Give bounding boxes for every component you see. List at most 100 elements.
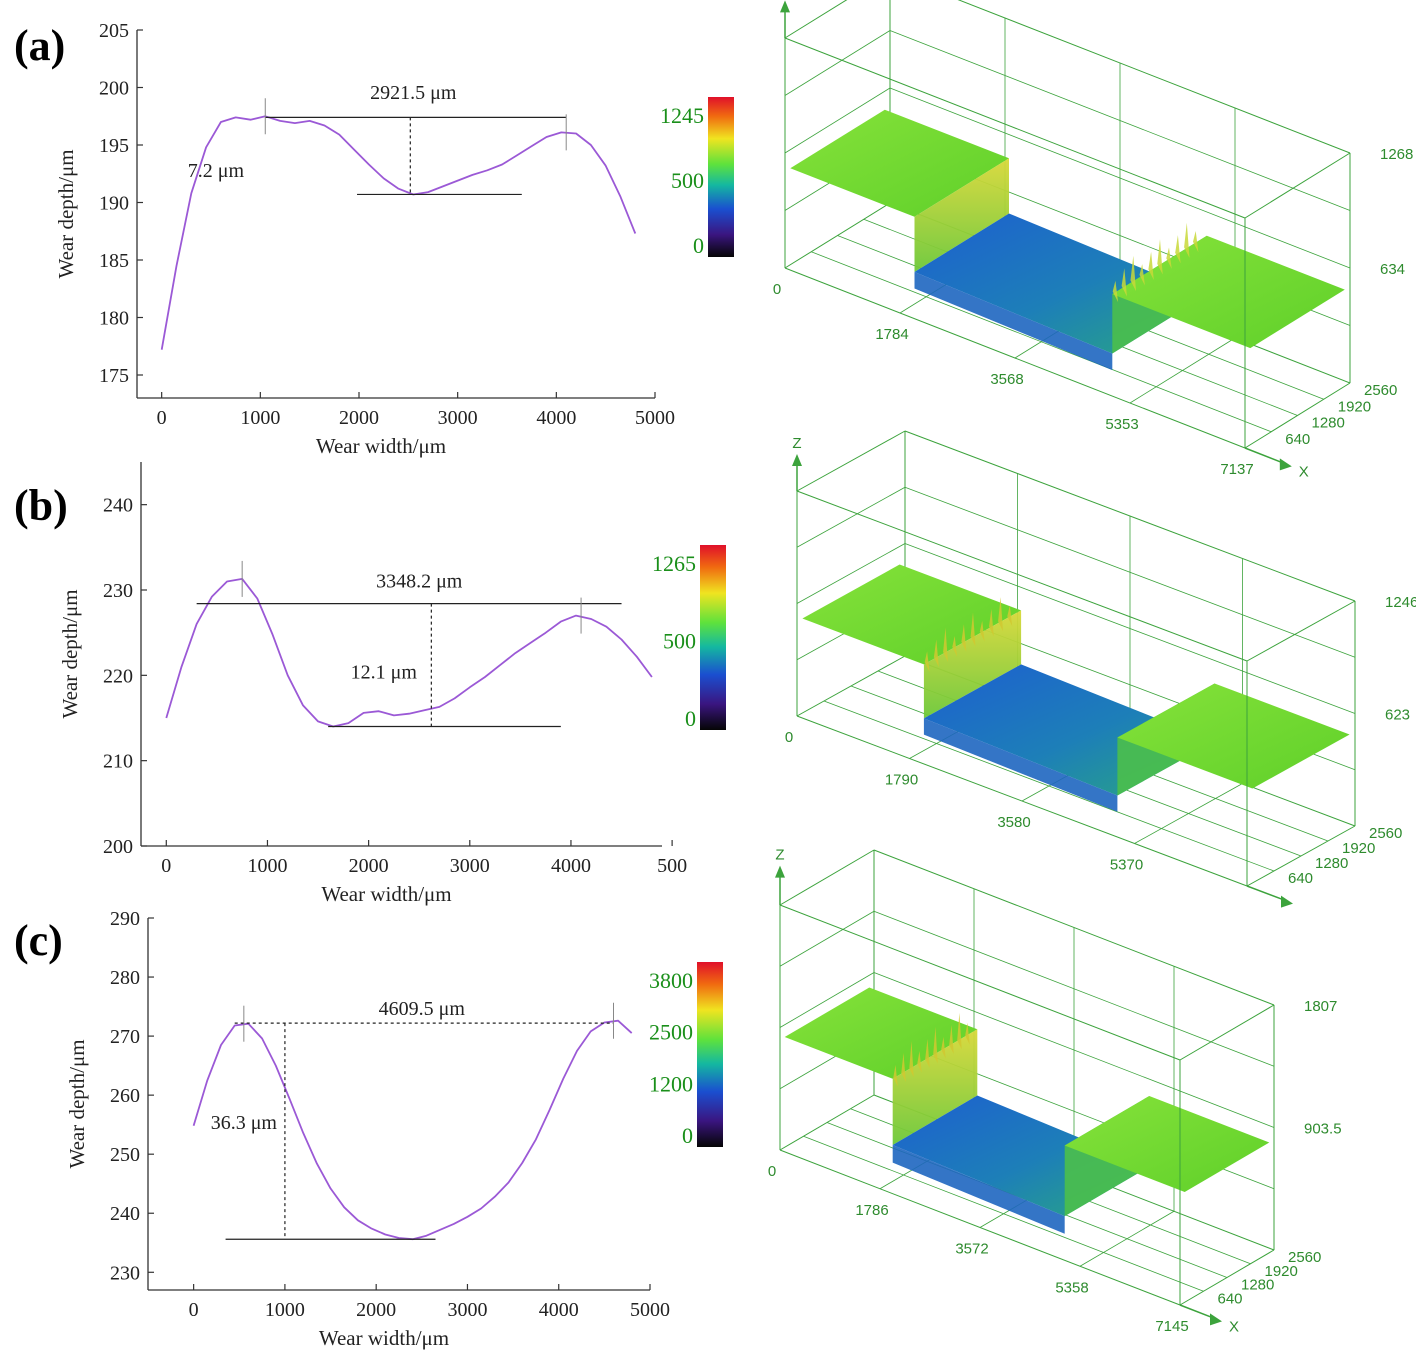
wear-width-annotation: 3348.2 μm [376, 570, 463, 592]
x-axis-label: X [1299, 463, 1309, 480]
surface-left-plateau [802, 564, 1022, 665]
x-tick-label: 2000 [356, 1299, 396, 1321]
left-wall-grid-line [796, 543, 906, 604]
colorbar-tick-label: 1245 [660, 103, 704, 128]
colorbar-tick-label: 0 [682, 1123, 693, 1148]
x-tick-label: 2000 [349, 855, 389, 877]
x-tick-label: 4000 [539, 1299, 579, 1321]
z3d-tick-label: 1268 [1380, 146, 1413, 163]
surface-left-wall [923, 610, 1022, 719]
y-tick-label: 210 [103, 751, 133, 773]
box-edge-front-top [784, 37, 1246, 219]
surface-ridge-spike [933, 639, 939, 667]
x-axis-arrow-line [1246, 885, 1284, 901]
panel-label-c: (c) [14, 916, 63, 965]
y3d-tick-label: 1280 [1312, 415, 1345, 432]
box-edge-front-top [796, 490, 1248, 662]
colorbar-tick-label: 3800 [649, 968, 693, 993]
y-tick-label: 230 [110, 1262, 140, 1284]
y-tick-label: 270 [110, 1026, 140, 1048]
wear-depth-annotation: 7.2 μm [188, 160, 245, 182]
surface-ridge-spike [925, 1038, 930, 1068]
floor-grid-line-y [811, 251, 1272, 433]
x-tick-label: 4000 [551, 855, 591, 877]
x3d-tick-label: 3568 [990, 371, 1023, 388]
y-tick-label: 185 [99, 250, 129, 272]
surface-trough-front-edge [914, 272, 1113, 371]
surface-trough-front-edge [923, 718, 1118, 812]
left-wall-grid-line [779, 972, 875, 1028]
y-tick-label: 220 [103, 665, 133, 687]
left-wall-grid-line [784, 30, 891, 96]
surface-3d-c: ZX01786357253587145640128019202560903.51… [649, 847, 1342, 1336]
surface-trough-front-edge [892, 1145, 1065, 1234]
panel-label-a: (a) [14, 21, 65, 70]
back-wall-grid-line-h [904, 486, 1356, 658]
wear-width-annotation: 2921.5 μm [370, 82, 457, 104]
surface-ridge-spike [952, 636, 958, 657]
x-tick-label: 3000 [438, 407, 478, 429]
x3d-tick-label: 5370 [1110, 857, 1143, 874]
x3d-tick-label: 0 [768, 1163, 776, 1180]
y-tick-label: 175 [99, 365, 129, 387]
x-tick-label: 5000 [630, 1299, 670, 1321]
colorbar [708, 97, 734, 257]
z3d-tick-label: 1246 [1385, 594, 1416, 611]
surface-ridge-spike [1007, 605, 1013, 627]
y3d-tick-label: 640 [1218, 1290, 1243, 1307]
y3d-tick-label: 640 [1285, 431, 1310, 448]
y-tick-label: 195 [99, 135, 129, 157]
box-edge-left-top [784, 0, 848, 39]
y-tick-label: 240 [103, 495, 133, 517]
surface-ridge-spike [998, 597, 1003, 632]
colorbar [697, 962, 723, 1147]
x-tick-label: 5000 [635, 407, 675, 429]
wear-depth-annotation: 12.1 μm [351, 662, 418, 684]
z-axis-arrowhead [780, 0, 790, 13]
x-tick-label: 0 [161, 855, 171, 877]
profile-chart-b: 200 210 220 230 240 0 1000 2000 3000 4000 500 Wear … [58, 462, 687, 906]
x3d-tick-label: 0 [773, 281, 781, 298]
colorbar-tick-label: 1265 [652, 551, 696, 576]
surface-ridge-spike [909, 1040, 914, 1078]
z3d-tick-label: 1807 [1304, 998, 1337, 1015]
surface-ridge-spike [957, 1012, 962, 1050]
wear-width-annotation: 4609.5 μm [379, 998, 466, 1020]
z3d-tick-label: 634 [1380, 261, 1405, 278]
y3d-tick-label: 640 [1288, 870, 1313, 887]
profile-series-line [165, 578, 653, 728]
x-axis-arrowhead [1281, 895, 1293, 908]
x3d-tick-label: 1784 [875, 326, 908, 343]
back-wall-grid-line-h [873, 972, 1275, 1128]
z-axis-label: Z [792, 435, 801, 452]
surface-right-plateau [1064, 1096, 1270, 1192]
x-axis-arrow-line [1244, 447, 1283, 464]
box-edge-front-top [779, 904, 1181, 1061]
z3d-tick-label: 623 [1385, 707, 1410, 724]
surface-ridge-spike [949, 1024, 954, 1054]
x-tick-label: 2000 [339, 407, 379, 429]
surface-left-plateau [784, 987, 978, 1079]
y3d-tick-label: 1920 [1265, 1263, 1298, 1280]
surface-left-wall [892, 1029, 978, 1145]
x-tick-label: 0 [189, 1299, 199, 1321]
surface-ridge-spike [901, 1052, 906, 1082]
y3d-tick-label: 1920 [1342, 840, 1375, 857]
colorbar [700, 545, 726, 730]
y-axis-label: Wear depth/μm [58, 589, 82, 718]
y-tick-label: 200 [103, 836, 133, 858]
x-axis-arrow-line [1179, 1304, 1213, 1319]
surface-ridge-spike [989, 608, 994, 637]
y-tick-label: 180 [99, 308, 129, 330]
y-tick-label: 280 [110, 967, 140, 989]
surface-ridge-spike [943, 627, 948, 662]
y3d-tick-label: 1280 [1315, 855, 1348, 872]
back-wall-grid-line-h [889, 30, 1351, 211]
x-axis-label: X [1229, 1318, 1239, 1335]
y3d-tick-label: 2560 [1288, 1249, 1321, 1266]
colorbar-tick-label: 0 [685, 706, 696, 731]
x-axis-label: Wear width/μm [321, 882, 451, 906]
surface-left-plateau [790, 109, 1009, 217]
x-tick-label: 3000 [447, 1299, 487, 1321]
